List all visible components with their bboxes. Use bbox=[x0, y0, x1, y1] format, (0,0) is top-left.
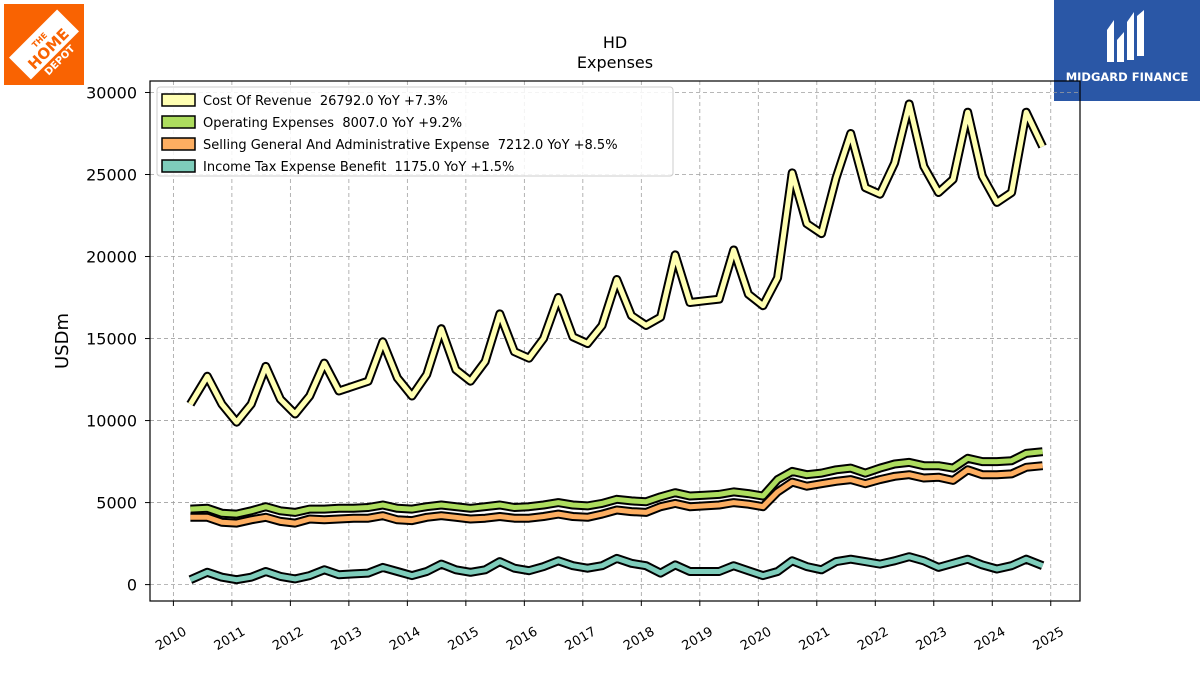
midgard-logo-mark bbox=[1107, 10, 1144, 62]
y-tick-label: 5000 bbox=[96, 494, 137, 513]
series-line-sga-expense bbox=[190, 463, 1043, 526]
y-tick-label: 0 bbox=[127, 576, 137, 595]
legend-swatch-cost-of-revenue bbox=[161, 93, 196, 107]
chart-subtitle: Expenses bbox=[577, 53, 653, 72]
legend-label-sga-expense: Selling General And Administrative Expen… bbox=[203, 138, 618, 153]
series-line-operating-expenses bbox=[190, 449, 1043, 517]
x-tick-label: 2025 bbox=[1031, 624, 1067, 654]
series-line-income-tax bbox=[189, 554, 1044, 583]
y-tick-label: 20000 bbox=[86, 248, 137, 267]
y-tick-label: 10000 bbox=[86, 412, 137, 431]
x-tick-label: 2014 bbox=[387, 624, 423, 654]
midgard-finance-wordmark: MIDGARD FINANCE bbox=[1065, 70, 1189, 84]
legend-label-cost-of-revenue: Cost Of Revenue 26792.0 YoY +7.3% bbox=[203, 94, 448, 109]
plot-frame bbox=[149, 80, 1081, 602]
x-tick-label: 2020 bbox=[738, 624, 774, 654]
x-tick-label: 2019 bbox=[680, 624, 716, 654]
x-tick-label: 2021 bbox=[797, 624, 833, 654]
x-tick-label: 2023 bbox=[914, 624, 950, 654]
x-tick-label: 2010 bbox=[153, 624, 189, 654]
legend-box bbox=[156, 86, 674, 177]
chart-title: HD bbox=[603, 33, 627, 52]
legend-swatch-sga-expense bbox=[161, 137, 196, 151]
x-tick-label: 2018 bbox=[621, 624, 657, 654]
x-tick-label: 2024 bbox=[972, 624, 1008, 654]
x-tick-label: 2011 bbox=[212, 624, 248, 654]
x-tick-label: 2013 bbox=[329, 624, 365, 654]
x-tick-label: 2016 bbox=[504, 624, 540, 654]
series-outline-operating-expenses bbox=[190, 447, 1044, 519]
y-axis-label: USDm bbox=[52, 313, 73, 369]
legend: Cost Of Revenue 26792.0 YoY +7.3% Operati… bbox=[156, 86, 674, 177]
x-tick-label: 2022 bbox=[855, 624, 891, 654]
x-tick-label: 2012 bbox=[270, 624, 306, 654]
x-tick-label: 2015 bbox=[446, 624, 482, 654]
home-depot-logo-graphic: THE HOME DEPOT bbox=[4, 4, 84, 85]
legend-swatch-income-tax bbox=[161, 159, 196, 173]
x-tick-label: 2017 bbox=[563, 624, 599, 654]
legend-swatch-operating-expenses bbox=[161, 115, 196, 129]
midgard-finance-logo: MIDGARD FINANCE bbox=[1054, 0, 1200, 101]
y-tick-label: 25000 bbox=[86, 166, 137, 185]
home-depot-logo: THE HOME DEPOT bbox=[4, 4, 84, 85]
series-line-cost-of-revenue bbox=[188, 101, 1045, 425]
legend-label-operating-expenses: Operating Expenses 8007.0 YoY +9.2% bbox=[203, 116, 462, 131]
y-tick-label: 15000 bbox=[86, 330, 137, 349]
legend-label-income-tax: Income Tax Expense Benefit 1175.0 YoY +1… bbox=[203, 160, 514, 175]
series-lines bbox=[186, 99, 1047, 585]
y-tick-label: 30000 bbox=[86, 83, 137, 102]
